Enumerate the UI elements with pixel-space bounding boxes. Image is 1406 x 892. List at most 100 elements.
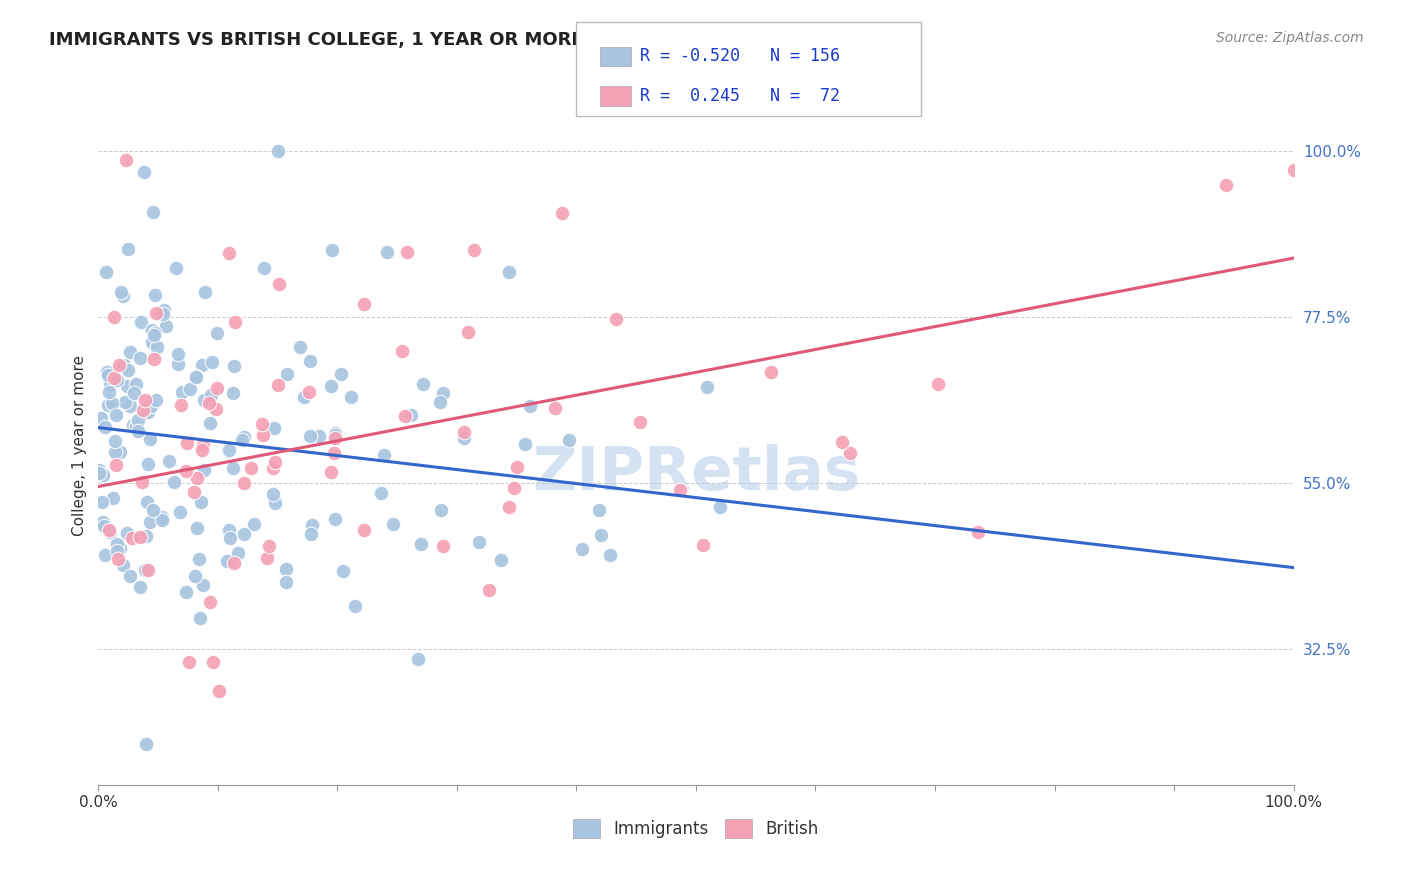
- Point: [453, 431, 475, 445]
- Point: [1215, 178, 1237, 192]
- Point: [498, 265, 520, 279]
- Point: [120, 400, 142, 414]
- Point: [966, 525, 988, 540]
- Point: [298, 429, 321, 443]
- Point: [167, 357, 190, 371]
- Point: [124, 386, 146, 401]
- Point: [391, 343, 413, 358]
- Point: [169, 505, 191, 519]
- Point: [103, 371, 125, 385]
- Point: [605, 311, 627, 326]
- Point: [179, 382, 201, 396]
- Point: [93, 515, 115, 529]
- Point: [430, 503, 453, 517]
- Point: [267, 277, 290, 291]
- Point: [228, 546, 250, 560]
- Point: [128, 580, 150, 594]
- Point: [432, 539, 454, 553]
- Point: [98, 376, 121, 391]
- Point: [143, 288, 166, 302]
- Point: [150, 510, 173, 524]
- Point: [243, 517, 266, 532]
- Point: [190, 495, 212, 509]
- Point: [231, 433, 253, 447]
- Point: [132, 402, 155, 417]
- Point: [308, 428, 330, 442]
- Point: [193, 393, 215, 408]
- Point: [100, 395, 122, 409]
- Point: [114, 395, 136, 409]
- Point: [519, 399, 541, 413]
- Point: [513, 437, 536, 451]
- Text: Source: ZipAtlas.com: Source: ZipAtlas.com: [1216, 31, 1364, 45]
- Point: [187, 552, 209, 566]
- Point: [111, 558, 134, 572]
- Point: [205, 326, 228, 340]
- Point: [157, 454, 180, 468]
- Point: [198, 416, 221, 430]
- Point: [98, 384, 121, 399]
- Point: [184, 369, 207, 384]
- Point: [117, 242, 139, 256]
- Point: [117, 363, 139, 377]
- Point: [142, 503, 165, 517]
- Point: [198, 396, 221, 410]
- Point: [927, 376, 949, 391]
- Point: [127, 424, 149, 438]
- Point: [131, 475, 153, 489]
- Point: [105, 408, 128, 422]
- Point: [267, 378, 290, 392]
- Point: [142, 352, 165, 367]
- Point: [114, 153, 136, 167]
- Point: [233, 527, 256, 541]
- Point: [120, 569, 142, 583]
- Point: [551, 206, 574, 220]
- Point: [131, 315, 153, 329]
- Point: [503, 481, 526, 495]
- Point: [191, 358, 214, 372]
- Point: [262, 487, 284, 501]
- Point: [264, 495, 287, 509]
- Point: [146, 340, 169, 354]
- Point: [89, 463, 111, 477]
- Point: [429, 395, 451, 409]
- Point: [152, 307, 174, 321]
- Text: R = -0.520   N = 156: R = -0.520 N = 156: [640, 47, 839, 65]
- Point: [194, 285, 217, 299]
- Point: [319, 379, 342, 393]
- Text: R =  0.245   N =  72: R = 0.245 N = 72: [640, 87, 839, 105]
- Point: [193, 578, 215, 592]
- Point: [105, 537, 128, 551]
- Point: [589, 527, 612, 541]
- Point: [692, 538, 714, 552]
- Point: [759, 366, 782, 380]
- Point: [108, 358, 131, 372]
- Point: [401, 408, 423, 422]
- Point: [112, 359, 135, 373]
- Point: [108, 541, 131, 555]
- Point: [323, 446, 346, 460]
- Point: [129, 351, 152, 366]
- Point: [104, 434, 127, 448]
- Point: [263, 455, 285, 469]
- Point: [98, 525, 121, 540]
- Point: [217, 554, 239, 568]
- Point: [323, 511, 346, 525]
- Point: [179, 656, 201, 670]
- Point: [108, 444, 131, 458]
- Point: [221, 386, 243, 401]
- Point: [340, 390, 363, 404]
- Point: [136, 495, 159, 509]
- Point: [110, 285, 132, 300]
- Point: [266, 145, 288, 159]
- Point: [94, 548, 117, 562]
- Point: [696, 380, 718, 394]
- Point: [233, 475, 256, 490]
- Point: [321, 243, 343, 257]
- Legend: Immigrants, British: Immigrants, British: [567, 812, 825, 845]
- Point: [205, 402, 228, 417]
- Point: [186, 521, 208, 535]
- Point: [353, 297, 375, 311]
- Point: [301, 517, 323, 532]
- Point: [218, 443, 240, 458]
